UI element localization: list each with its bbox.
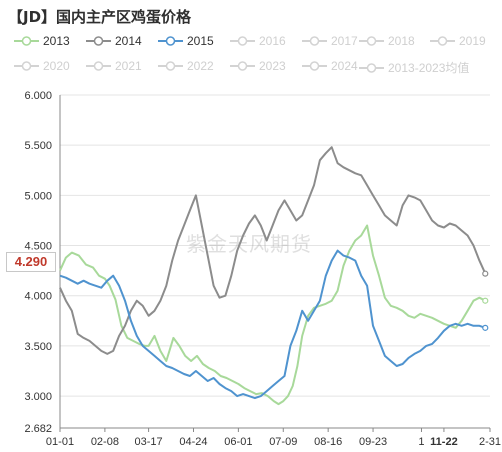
x-axis: 01-01 02-08 03-17 04-24 06-01 07-09 08-16 09-23… <box>46 427 501 448</box>
series-line-2013 <box>59 224 486 406</box>
x-tick-label: 07-09 <box>269 436 297 448</box>
legend-item-2020[interactable]: 2020 <box>14 59 70 73</box>
x-tick-label: 2-31 <box>479 436 501 448</box>
x-tick-label: 08-16 <box>314 436 342 448</box>
x-tick-label: 09-23 <box>359 436 387 448</box>
x-tick-label: 04-24 <box>179 436 207 448</box>
y-tick-label: 4.000 <box>24 291 52 303</box>
legend-item-2016[interactable]: 2016 <box>230 34 286 48</box>
legend-item-2017[interactable]: 2017 <box>302 34 358 48</box>
circle-line-icon <box>359 62 384 73</box>
circle-line-icon <box>430 36 455 46</box>
legend-item-2019[interactable]: 2019 <box>430 34 486 48</box>
watermark: 紫金天风期货 <box>186 232 312 256</box>
series-lines <box>59 146 489 406</box>
legend-item-2014[interactable]: 2014 <box>86 34 142 48</box>
circle-line-icon <box>86 61 111 71</box>
circle-line-icon <box>86 36 111 46</box>
y-tick-label: 3.500 <box>24 341 52 353</box>
legend-item-2015[interactable]: 2015 <box>158 34 214 48</box>
legend-item-2013[interactable]: 2013 <box>14 34 70 48</box>
legend-item-2021[interactable]: 2021 <box>86 59 142 73</box>
legend-item-average[interactable]: 2013-2023均值 <box>359 59 469 76</box>
y-tick-label: 5.500 <box>24 140 52 152</box>
circle-line-icon <box>230 61 255 71</box>
circle-line-icon <box>14 36 39 46</box>
circle-line-icon <box>302 61 327 71</box>
series-line-2015 <box>59 249 486 400</box>
grid <box>60 94 490 429</box>
y-tick-label: 5.000 <box>24 190 52 202</box>
circle-line-icon <box>302 36 327 46</box>
circle-line-icon <box>359 36 384 46</box>
y-tick-label: 2.682 <box>24 423 52 435</box>
x-tick-label: 1 <box>418 436 424 448</box>
y-tick-label: 3.000 <box>24 391 52 403</box>
circle-line-icon <box>158 36 183 46</box>
circle-line-icon <box>230 36 255 46</box>
chart-title: 【JD】国内主产区鸡蛋价格 <box>8 8 192 26</box>
legend-item-2024[interactable]: 2024 <box>302 59 358 73</box>
circle-line-icon <box>14 61 39 71</box>
series-end-point-2014 <box>482 270 489 277</box>
current-price-badge: 4.290 <box>6 252 56 272</box>
y-tick-label: 4.500 <box>24 241 52 253</box>
series-end-point-2015 <box>482 324 489 331</box>
x-tick-label-highlight: 11-22 <box>430 436 458 448</box>
legend-item-2023[interactable]: 2023 <box>230 59 286 73</box>
x-tick-label: 03-17 <box>135 436 163 448</box>
circle-line-icon <box>158 61 183 71</box>
legend-item-2018[interactable]: 2018 <box>359 34 415 48</box>
y-tick-label: 6.000 <box>24 90 52 102</box>
series-line-2014 <box>59 146 487 355</box>
x-tick-label: 01-01 <box>46 436 74 448</box>
series-end-point-2013 <box>482 297 489 304</box>
y-axis: 6.000 5.500 5.000 4.500 4.000 3.500 3.000 2.682 <box>24 90 61 435</box>
legend-item-2022[interactable]: 2022 <box>158 59 214 73</box>
x-tick-label: 06-01 <box>224 436 252 448</box>
x-tick-label: 02-08 <box>91 436 119 448</box>
